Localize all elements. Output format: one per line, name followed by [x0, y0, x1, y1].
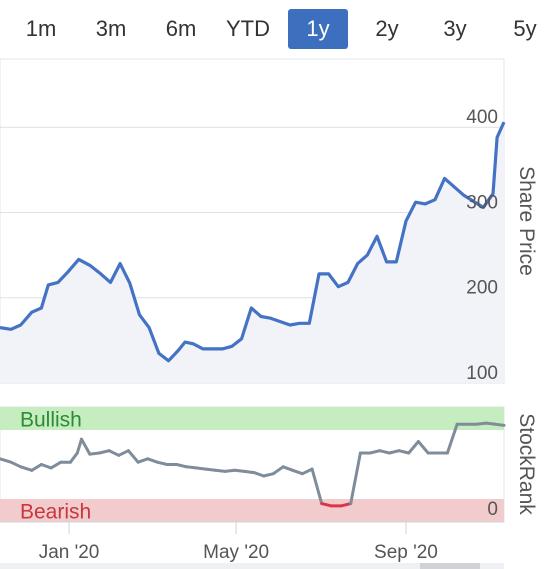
stockrank-segment [49, 460, 63, 470]
range-selector: 1m 3m 6m YTD 1y 2y 3y 5y [0, 0, 554, 56]
stockrank-segment [281, 465, 295, 472]
stockrank-segment [88, 451, 101, 456]
stockrank-segment [349, 451, 362, 506]
stockrank-segment [19, 465, 34, 472]
price-axis-title: Share Price [515, 166, 538, 276]
stockrank-segment [155, 460, 169, 466]
range-ytd-button[interactable]: YTD [226, 16, 270, 41]
stockrank-segment [242, 469, 256, 475]
price-line-series [0, 121, 506, 363]
range-6m-button[interactable]: 6m [165, 16, 197, 41]
range-1y-button[interactable]: 1y [288, 9, 348, 49]
stockrank-segment [97, 449, 111, 455]
stockrank-segment [291, 468, 304, 476]
stockrank-segment [397, 449, 411, 455]
zone-bullish-label: Bullish [20, 409, 82, 432]
stockrank-segment [262, 472, 275, 478]
range-2y-button[interactable]: 2y [375, 16, 399, 41]
stockrank-segment [126, 449, 140, 464]
x-tick-label: May '20 [203, 542, 269, 563]
stockrank-segment [9, 460, 23, 469]
price-panel: 100 200 300 400 Share Price [0, 58, 538, 384]
range-5y-button[interactable]: 5y [513, 16, 537, 41]
range-3y-button[interactable]: 3y [443, 16, 467, 41]
stockrank-segment [107, 449, 121, 457]
stockrank-segment [136, 457, 150, 464]
price-tick-label: 400 [466, 107, 498, 128]
stockrank-segment [484, 421, 498, 426]
stockrank-segment [368, 449, 382, 455]
stockrank-segment [233, 468, 246, 473]
stockrank-segment [300, 467, 314, 476]
stockrank-segment [68, 451, 79, 464]
stockrank-segment [80, 437, 92, 456]
price-area-fill [0, 122, 504, 383]
stockrank-segment [223, 468, 237, 473]
stockrank-line-series [0, 421, 506, 508]
stockrank-segment [39, 463, 53, 470]
x-axis: Jan '20 May '20 Sep '20 [0, 521, 504, 563]
stockrank-segment [407, 440, 420, 455]
price-tick-labels: 100 200 300 400 [466, 107, 498, 384]
stockrank-tick-label: 0 [487, 499, 498, 520]
stockrank-segment [445, 422, 459, 455]
stockrank-segment [213, 468, 227, 473]
stockrank-segment [387, 449, 401, 455]
stockrank-segment [252, 471, 266, 478]
price-and-stockrank-chart: 100 200 300 400 Share Price Bullish Bearish … [0, 58, 538, 569]
price-tick-label: 200 [466, 278, 498, 299]
stockrank-segment [0, 457, 13, 464]
stockrank-segment [117, 449, 130, 457]
navigator-handle[interactable] [420, 563, 480, 569]
stockrank-segment [474, 421, 488, 426]
stockrank-segment [494, 422, 506, 427]
stockrank-segment [204, 467, 217, 472]
stockrank-tick-labels: 0 [487, 499, 498, 520]
stockrank-segment [175, 463, 188, 469]
zone-bullish-band [0, 407, 504, 430]
stockrank-segment [378, 449, 391, 455]
stockrank-segment [194, 466, 208, 471]
stockrank-segment [146, 457, 159, 464]
stockrank-segment-bearish [320, 502, 333, 508]
zone-bearish-band [0, 499, 504, 522]
stockrank-panel: Bullish Bearish 0 StockRank [0, 406, 538, 524]
stockrank-segment-bearish [339, 502, 353, 508]
range-3m-button[interactable]: 3m [95, 16, 127, 41]
stockrank-segment [30, 463, 43, 472]
stockrank-segment [416, 440, 430, 455]
stockrank-axis-title: StockRank [515, 413, 538, 515]
x-tick-label: Sep '20 [374, 542, 438, 563]
stockrank-segment [310, 467, 324, 506]
range-1m-button[interactable]: 1m [25, 16, 57, 41]
x-tick-label: Jan '20 [39, 542, 100, 563]
price-tick-label: 100 [466, 363, 498, 384]
price-tick-label: 300 [466, 192, 498, 213]
navigator-track[interactable] [0, 563, 504, 569]
stockrank-segment [184, 465, 198, 470]
stockrank-segment [75, 437, 83, 455]
stockrank-zones: Bullish Bearish [0, 407, 504, 524]
zone-bearish-label: Bearish [20, 501, 91, 524]
stockrank-segment [271, 465, 285, 476]
